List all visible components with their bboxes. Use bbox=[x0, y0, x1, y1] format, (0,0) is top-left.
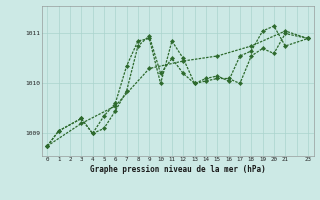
X-axis label: Graphe pression niveau de la mer (hPa): Graphe pression niveau de la mer (hPa) bbox=[90, 165, 266, 174]
